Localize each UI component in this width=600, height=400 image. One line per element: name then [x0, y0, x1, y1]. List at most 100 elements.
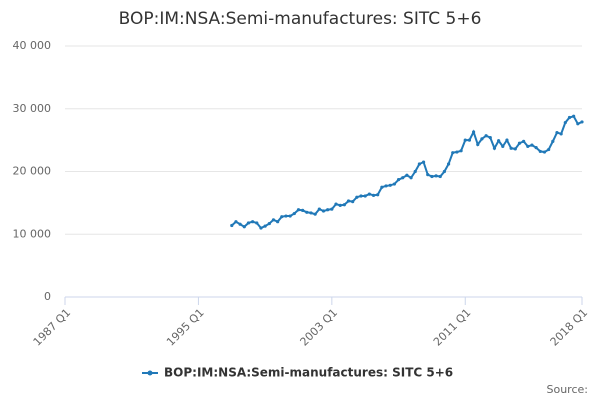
point [538, 149, 542, 154]
point [580, 120, 584, 124]
point [434, 174, 438, 178]
point [351, 200, 355, 204]
point [238, 222, 242, 226]
point [301, 208, 305, 213]
point [376, 193, 380, 197]
point [401, 176, 405, 180]
point [384, 184, 388, 188]
point [338, 203, 342, 207]
point [484, 134, 488, 138]
point [330, 207, 334, 211]
point [471, 130, 476, 134]
point [417, 162, 421, 166]
point [251, 220, 255, 224]
y-tick-label: 10 000 [13, 227, 52, 240]
source: Source: [547, 383, 589, 396]
series-line [231, 115, 583, 230]
point [396, 178, 401, 182]
point [492, 146, 497, 150]
point [313, 212, 317, 216]
point [555, 130, 559, 135]
point [230, 223, 234, 228]
point [342, 203, 346, 207]
point [505, 138, 509, 142]
point [380, 185, 384, 189]
point [542, 150, 547, 154]
point [488, 136, 492, 140]
point [359, 194, 363, 198]
point [446, 162, 451, 166]
point [263, 224, 267, 228]
point [455, 150, 459, 154]
x-tick-label: 2003 Q1 [298, 306, 341, 349]
point [476, 142, 480, 147]
point [284, 214, 288, 218]
point [563, 120, 567, 125]
point [392, 182, 396, 186]
point [459, 149, 463, 153]
y-tick-label: 40 000 [13, 39, 52, 52]
point [517, 141, 522, 145]
point [296, 208, 301, 212]
point [255, 221, 259, 225]
y-tick-label: 30 000 [13, 102, 52, 115]
point [242, 225, 246, 229]
point [409, 176, 413, 180]
point [276, 220, 280, 224]
point [421, 160, 426, 164]
point [234, 220, 238, 224]
point [305, 210, 309, 214]
point [534, 146, 538, 150]
point [367, 192, 371, 196]
point [438, 174, 442, 179]
point [288, 214, 292, 218]
point [280, 215, 284, 219]
point [267, 221, 271, 226]
point [271, 218, 276, 222]
point [430, 174, 434, 179]
x-tick-label: 2011 Q1 [431, 306, 474, 349]
point [551, 139, 555, 143]
point [321, 209, 326, 213]
x-tick-label: 1987 Q1 [31, 306, 74, 349]
point [522, 139, 526, 143]
point [388, 183, 392, 187]
point [567, 115, 572, 120]
point [442, 169, 447, 174]
chart-title: BOP:IM:NSA:Semi-manufactures: SITC 5+6 [119, 9, 482, 29]
point [426, 173, 430, 177]
point [530, 143, 534, 147]
point [509, 146, 513, 150]
point [405, 173, 409, 177]
point [334, 202, 338, 206]
point [259, 226, 263, 230]
legend-marker [147, 370, 153, 376]
point [317, 207, 321, 211]
point [526, 144, 530, 148]
point [246, 221, 251, 225]
point [363, 194, 367, 198]
point [480, 137, 484, 141]
point [576, 122, 580, 126]
point [346, 199, 351, 203]
legend-label: BOP:IM:NSA:Semi-manufactures: SITC 5+6 [164, 366, 453, 380]
point [355, 195, 359, 199]
point [501, 144, 505, 148]
point [309, 211, 313, 215]
point [371, 193, 376, 197]
point [559, 132, 563, 136]
x-tick-label: 2018 Q1 [548, 306, 591, 349]
point [463, 138, 467, 142]
point [292, 211, 296, 216]
y-tick-label: 0 [44, 290, 51, 303]
x-tick-label: 1995 Q1 [164, 306, 207, 349]
point [572, 114, 576, 118]
point [451, 151, 455, 155]
point [326, 208, 330, 212]
point [413, 169, 417, 174]
point [497, 139, 501, 143]
point [547, 147, 551, 152]
y-tick-label: 20 000 [13, 165, 52, 178]
point [467, 138, 472, 142]
